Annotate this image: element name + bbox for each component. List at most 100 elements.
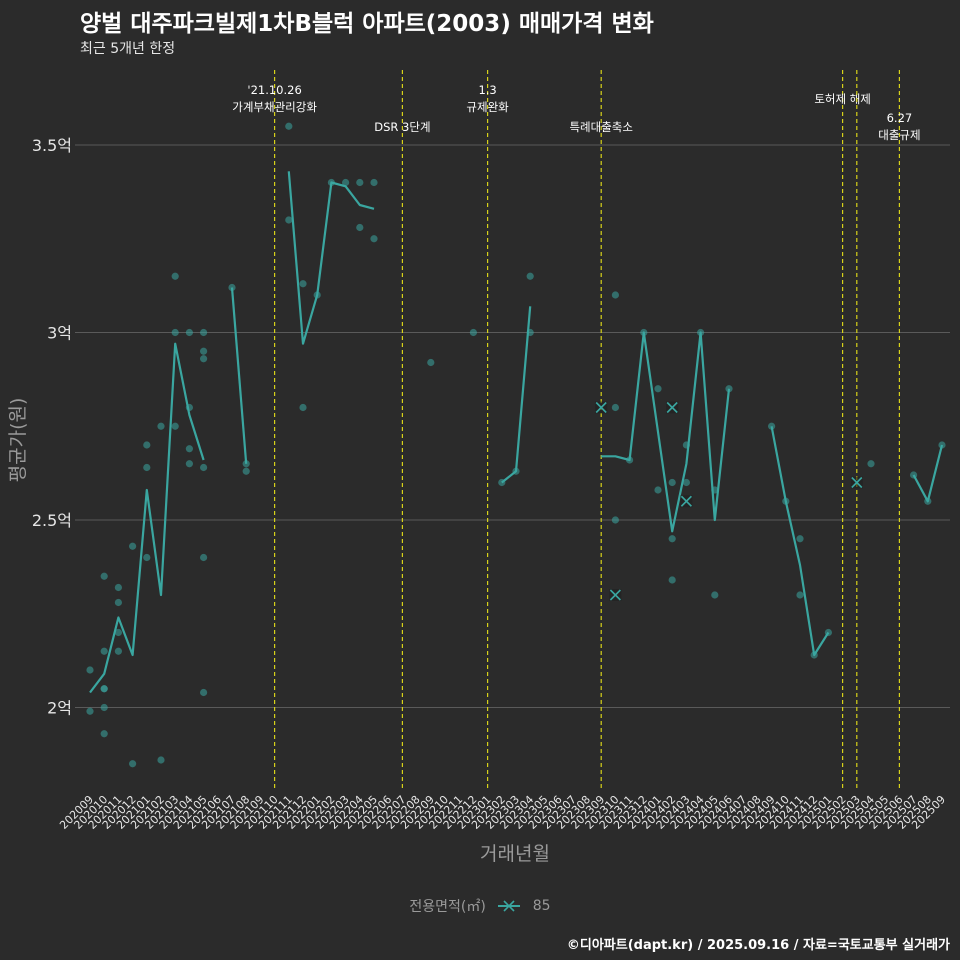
- data-point: [611, 516, 620, 524]
- data-point: [611, 291, 620, 299]
- grid-layer: [75, 144, 950, 708]
- data-point: [768, 422, 776, 430]
- data-point: [427, 358, 435, 367]
- legend-title: 전용면적(㎡): [409, 899, 486, 915]
- y-axis-label: 평균가(원): [7, 398, 29, 483]
- data-point: [157, 422, 165, 430]
- data-point: [200, 463, 208, 472]
- data-point: [100, 730, 108, 738]
- data-point: [114, 628, 122, 637]
- data-point: [526, 272, 534, 280]
- data-point: [725, 385, 733, 393]
- event-label: 가계부채관리강화: [232, 100, 317, 114]
- data-point: [185, 460, 193, 468]
- data-point: [200, 688, 208, 697]
- cross-layer: [595, 401, 863, 601]
- series-line: [287, 171, 375, 345]
- data-point: [370, 235, 378, 243]
- chart-title: 양벌 대주파크빌제1차B블럭 아파트(2003) 매매가격 변화: [80, 11, 654, 37]
- data-point: [114, 598, 122, 607]
- event-label: 규제완화: [466, 100, 509, 114]
- y-tick-label: 3.5억: [32, 136, 72, 155]
- data-point: [356, 178, 364, 187]
- cross-marker: [666, 401, 679, 414]
- data-point: [100, 647, 108, 655]
- data-point: [711, 591, 719, 599]
- data-point: [185, 328, 193, 337]
- y-tick-labels: 2억 2.5억 3억 3.5억: [32, 136, 72, 718]
- data-point: [143, 463, 151, 472]
- data-point: [114, 647, 122, 655]
- cross-marker-stroke: [851, 476, 863, 489]
- legend-key-icon: [498, 900, 521, 912]
- data-point: [285, 122, 293, 130]
- line-layer: [89, 171, 944, 694]
- data-point: [86, 707, 94, 715]
- cross-marker: [680, 495, 693, 508]
- data-point: [171, 328, 179, 337]
- points-layer: [86, 122, 946, 768]
- data-point: [682, 478, 691, 487]
- event-label: DSR 3단계: [374, 120, 430, 134]
- data-point: [143, 553, 151, 562]
- data-point: [242, 467, 250, 475]
- source-caption: ©디아파트(dapt.kr) / 2025.09.16 / 자료=국토교통부 실…: [566, 938, 950, 953]
- x-axis-label: 거래년월: [480, 843, 550, 865]
- series-line: [230, 287, 248, 464]
- data-point: [796, 591, 804, 599]
- data-point: [100, 572, 108, 580]
- data-point: [185, 445, 193, 453]
- cross-marker-stroke: [666, 401, 678, 414]
- data-point: [129, 542, 137, 550]
- data-point: [129, 760, 137, 768]
- series-line: [501, 306, 532, 484]
- event-label: 특례대출축소: [569, 120, 632, 134]
- cross-marker: [850, 476, 863, 489]
- legend-item-85: 85: [532, 898, 551, 914]
- data-point: [143, 441, 151, 449]
- event-label: 6.27: [887, 111, 913, 125]
- data-point: [299, 280, 307, 288]
- series-line: [89, 342, 205, 694]
- series-line: [912, 444, 944, 503]
- event-label: 1.3: [478, 83, 496, 97]
- cross-marker: [609, 589, 622, 601]
- data-point: [114, 583, 122, 592]
- data-point: [370, 178, 378, 187]
- event-label: 대출규제: [878, 128, 920, 142]
- cross-marker: [595, 401, 608, 414]
- legend: 전용면적(㎡) 85: [0, 896, 960, 916]
- data-point: [100, 703, 108, 712]
- data-point: [200, 355, 208, 363]
- event-label: '21.10.26: [247, 83, 301, 97]
- data-point: [100, 685, 108, 693]
- data-point: [469, 328, 477, 337]
- data-point: [668, 535, 676, 543]
- data-point: [200, 347, 208, 355]
- series-line: [601, 331, 731, 533]
- data-point: [285, 216, 293, 224]
- event-label: 토허제 해제: [814, 92, 871, 106]
- data-point: [157, 756, 165, 764]
- data-point: [668, 576, 676, 584]
- data-point: [611, 403, 620, 412]
- x-tick-labels: 2020092020102020112020122021012021022021…: [57, 793, 948, 832]
- data-point: [668, 478, 676, 487]
- data-point: [200, 328, 208, 337]
- series-line: [770, 426, 830, 657]
- data-point: [356, 223, 364, 232]
- data-point: [796, 535, 804, 543]
- data-point: [171, 272, 179, 280]
- data-point: [654, 385, 662, 393]
- y-tick-label: 2억: [47, 699, 72, 718]
- cross-marker-stroke: [680, 495, 692, 507]
- data-point: [86, 666, 94, 674]
- data-point: [867, 460, 875, 468]
- data-point: [654, 486, 662, 494]
- data-point: [342, 178, 350, 187]
- chart-subtitle: 최근 5개년 한정: [80, 41, 176, 57]
- y-tick-label: 3억: [47, 324, 72, 343]
- cross-marker-stroke: [595, 401, 607, 414]
